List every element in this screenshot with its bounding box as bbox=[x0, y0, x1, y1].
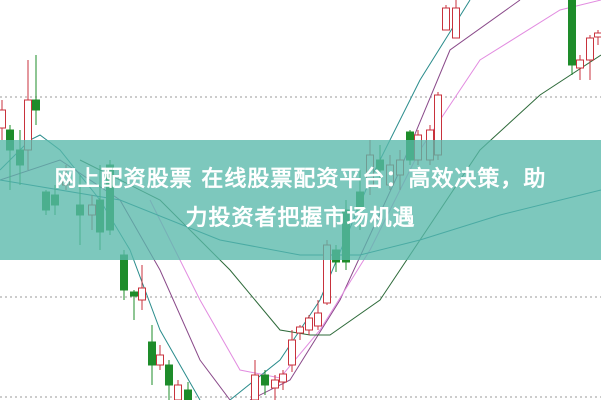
candle-body bbox=[0, 109, 6, 129]
candle-body bbox=[251, 374, 259, 400]
candle-body bbox=[442, 7, 450, 31]
candle-body bbox=[148, 341, 156, 366]
candle-body bbox=[130, 291, 138, 297]
candle-body bbox=[271, 379, 279, 389]
candle-body bbox=[452, 7, 460, 39]
candle-body bbox=[156, 354, 164, 366]
candle-body bbox=[165, 364, 173, 386]
candle-body bbox=[261, 374, 269, 386]
article-title-line-1: 网上配资股票 在线股票配资平台：高效决策，助 bbox=[54, 167, 547, 192]
article-title-line-2: 力投资者把握市场机遇 bbox=[185, 206, 416, 231]
candle-body bbox=[120, 254, 128, 291]
candle-body bbox=[586, 37, 594, 61]
candle-body bbox=[288, 339, 296, 366]
candle-body bbox=[594, 32, 601, 38]
candle-body bbox=[32, 99, 40, 111]
candle-body bbox=[174, 384, 182, 400]
candle-body bbox=[296, 326, 304, 334]
candle-body bbox=[279, 373, 287, 383]
ma-line-pink bbox=[149, 0, 601, 379]
title-banner bbox=[0, 140, 601, 260]
candle-body bbox=[138, 287, 146, 301]
candle-body bbox=[576, 59, 584, 69]
candle-body bbox=[305, 317, 313, 331]
article-title: 网上配资股票 在线股票配资平台：高效决策，助 力投资者把握市场机遇 bbox=[0, 160, 601, 238]
candle-body bbox=[568, 0, 576, 66]
candle-body bbox=[184, 389, 192, 400]
candle-body bbox=[314, 312, 322, 327]
